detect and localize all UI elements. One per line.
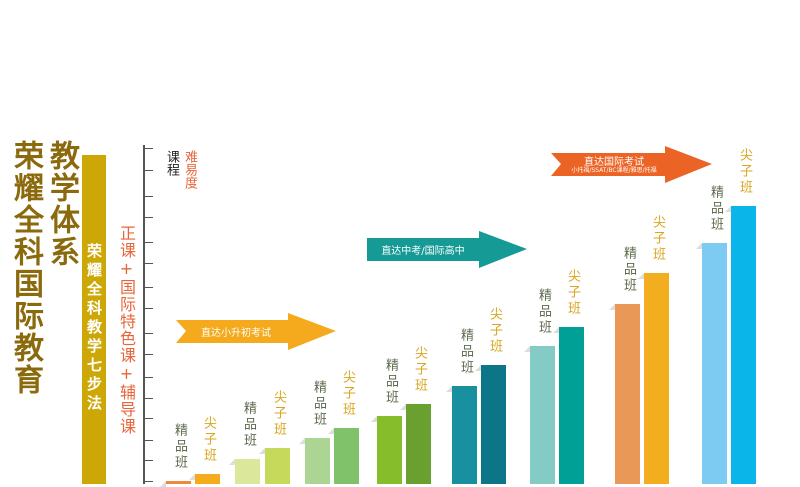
elite-class-label: 精品班 bbox=[621, 246, 636, 294]
axis-tick bbox=[145, 354, 153, 355]
top-class-bar bbox=[475, 365, 506, 484]
axis-tick bbox=[145, 460, 153, 461]
axis-tick bbox=[145, 263, 153, 264]
axis-tick bbox=[145, 148, 153, 149]
top-class-label: 尖子班 bbox=[201, 416, 216, 464]
elite-class-label: 精品班 bbox=[311, 380, 326, 428]
top-class-bar bbox=[328, 428, 359, 484]
axis-tick bbox=[145, 308, 153, 309]
top-class-bar bbox=[638, 273, 669, 484]
axis-tick bbox=[145, 440, 153, 441]
top-class-bar bbox=[725, 206, 756, 484]
arrow-high-school: 直达中考/国际高中 bbox=[367, 231, 527, 268]
elite-class-bar bbox=[371, 416, 402, 484]
top-class-label: 尖子班 bbox=[412, 346, 427, 394]
arrow-high-school-text: 直达中考/国际高中 bbox=[381, 246, 465, 257]
axis-tick bbox=[145, 398, 153, 399]
top-class-label: 尖子班 bbox=[737, 148, 752, 196]
method-band-label: 荣耀全科教学七步法 bbox=[85, 243, 103, 414]
method-band: 荣耀全科教学七步法 bbox=[82, 155, 106, 484]
axis-tick bbox=[145, 481, 153, 482]
elite-class-bar bbox=[446, 386, 477, 484]
top-class-label: 尖子班 bbox=[271, 390, 286, 438]
axis-tick bbox=[145, 196, 153, 197]
top-class-label: 尖子班 bbox=[650, 215, 665, 263]
difficulty-axis bbox=[143, 145, 145, 484]
elite-class-bar bbox=[696, 243, 727, 484]
elite-class-label: 精品班 bbox=[383, 358, 398, 406]
elite-class-label: 精品班 bbox=[708, 185, 723, 233]
top-class-label: 尖子班 bbox=[340, 370, 355, 418]
arrow-primary-exam: 直达小升初考试 bbox=[176, 313, 336, 350]
axis-tick bbox=[145, 287, 153, 288]
top-class-label: 尖子班 bbox=[565, 269, 580, 317]
axis-tick bbox=[145, 217, 153, 218]
axis-tick bbox=[145, 242, 153, 243]
top-class-bar bbox=[400, 404, 431, 484]
elite-class-label: 精品班 bbox=[536, 288, 551, 336]
axis-tick bbox=[145, 170, 153, 171]
axis-header-difficulty: 难易度 bbox=[182, 150, 197, 189]
elite-class-bar bbox=[229, 459, 260, 484]
top-class-bar bbox=[553, 327, 584, 484]
elite-class-label: 精品班 bbox=[241, 401, 256, 449]
axis-tick bbox=[145, 377, 153, 378]
axis-tick bbox=[145, 333, 153, 334]
elite-class-bar bbox=[524, 346, 555, 484]
elite-class-bar bbox=[299, 438, 330, 484]
elite-class-label: 精品班 bbox=[458, 328, 473, 376]
top-class-label: 尖子班 bbox=[487, 307, 502, 355]
axis-tick bbox=[145, 418, 153, 419]
elite-class-label: 精品班 bbox=[172, 423, 187, 471]
arrow-international-exam-text: 直达国际考试 bbox=[584, 157, 644, 168]
arrow-international-exam-subtext: 小托福/SSAT/BC课程/雅思/托福 bbox=[571, 167, 657, 174]
sub-title: 教学体系 bbox=[44, 140, 79, 268]
arrow-primary-exam-text: 直达小升初考试 bbox=[201, 328, 271, 339]
main-title: 荣耀全科国际教育 bbox=[8, 140, 43, 396]
course-structure: 正课+国际特色课+辅导课 bbox=[117, 225, 136, 435]
axis-header-course: 课程 bbox=[164, 150, 179, 176]
elite-class-bar bbox=[609, 304, 640, 484]
arrow-international-exam: 直达国际考试 小托福/SSAT/BC课程/雅思/托福 bbox=[551, 146, 712, 183]
top-class-bar bbox=[259, 448, 290, 484]
top-class-bar bbox=[189, 474, 220, 484]
